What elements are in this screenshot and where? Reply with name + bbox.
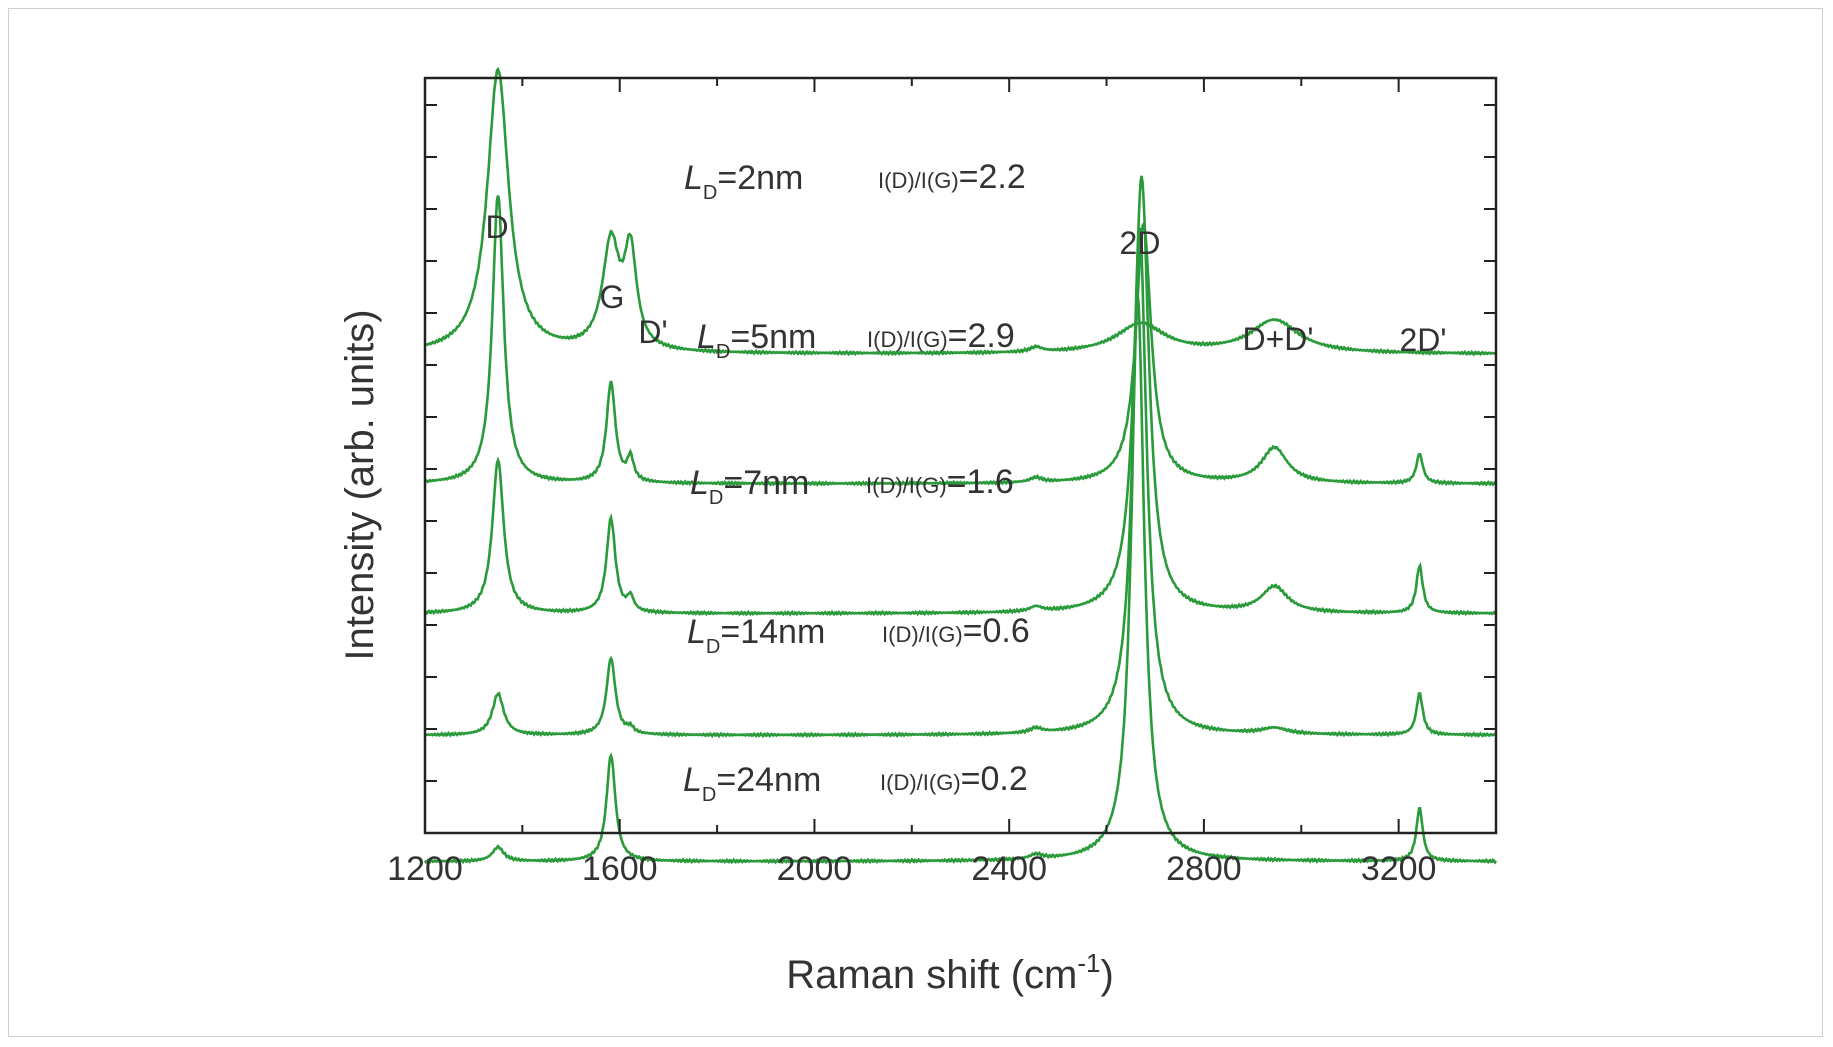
peak-label: D: [485, 209, 508, 245]
peak-label: 2D: [1120, 225, 1161, 261]
ratio-label: I(D)/I(G)=2.9: [867, 317, 1015, 355]
ld-label: LD=2nm: [684, 159, 803, 204]
x-tick-label: 3200: [1361, 850, 1437, 888]
spectra-group: [423, 66, 1498, 865]
x-tick-label: 1600: [582, 850, 658, 888]
x-tick-label: 1200: [387, 850, 463, 888]
ratio-label: I(D)/I(G)=1.6: [866, 463, 1014, 501]
x-tick-label: 2800: [1166, 850, 1242, 888]
peak-label: G: [600, 279, 625, 315]
peak-label: 2D': [1399, 322, 1446, 358]
ratio-label: I(D)/I(G)=0.6: [882, 612, 1030, 650]
spectrum-line: [423, 294, 1498, 865]
peak-label: D+D': [1242, 321, 1313, 357]
ratio-label: I(D)/I(G)=0.2: [880, 760, 1028, 798]
ld-label: LD=24nm: [683, 761, 821, 806]
spectrum-line: [424, 175, 1497, 617]
x-tick-label: 2000: [777, 850, 853, 888]
x-tick-label: 2400: [971, 850, 1047, 888]
peak-label: D': [638, 314, 667, 350]
ld-label: LD=14nm: [687, 613, 825, 658]
figure-frame: [8, 8, 1823, 1037]
ld-label: LD=7nm: [690, 464, 809, 509]
ratio-label: I(D)/I(G)=2.2: [878, 158, 1026, 196]
plot-area-border: [423, 76, 1498, 835]
spectrum-line: [424, 66, 1497, 357]
spectrum-line: [423, 195, 1497, 487]
y-axis-title: Intensity (arb. units): [338, 309, 382, 660]
x-axis-title: Raman shift (cm-1): [786, 948, 1114, 997]
spectrum-line: [424, 227, 1497, 739]
ld-label: LD=5nm: [697, 318, 816, 363]
x-tick-labels: 1200 1600 2000 2400 2800 3200: [387, 850, 1436, 888]
annotations: LD=2nm I(D)/I(G)=2.2 LD=5nm I(D)/I(G)=2.9 LD…: [485, 158, 1446, 806]
